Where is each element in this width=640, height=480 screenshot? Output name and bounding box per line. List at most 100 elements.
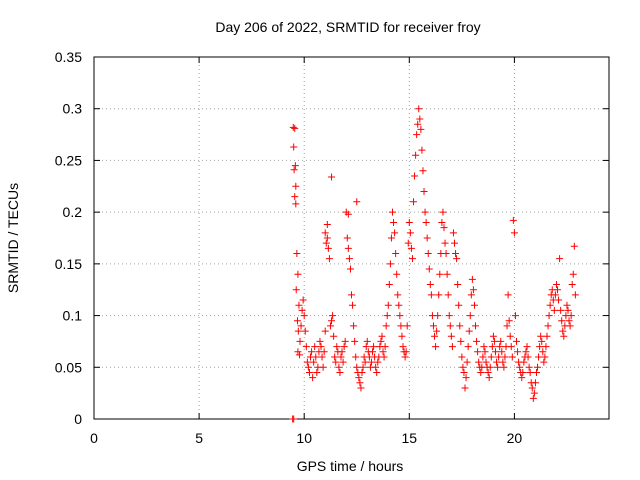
data-point [344,210,352,218]
data-point [291,162,299,170]
x-tick-label: 0 [90,430,98,446]
data-point [384,301,392,309]
data-point [461,384,469,392]
data-point [414,120,422,128]
data-point [472,322,480,330]
data-point [402,348,410,356]
data-point [379,348,387,356]
data-point [525,363,533,371]
data-point [382,322,390,330]
data-point [421,208,429,216]
data-point [391,229,399,237]
y-tick-label: 0.25 [55,152,82,168]
data-point [560,332,568,340]
data-point [487,353,495,361]
data-point [433,327,441,335]
data-point [406,229,414,237]
data-point [571,291,579,299]
data-point [292,286,300,294]
data-point [301,327,309,335]
data-point [522,348,530,356]
data-point [345,255,353,263]
data-point [524,353,532,361]
data-point [374,358,382,366]
data-point [445,312,453,320]
data-point [537,332,545,340]
data-point [482,358,490,366]
data-point [467,291,475,299]
data-point [362,343,370,351]
data-point [294,348,302,356]
data-point [293,317,301,325]
data-point [296,351,304,359]
chart-title: Day 206 of 2022, SRMTID for receiver fro… [215,19,480,35]
data-point [499,358,507,366]
data-point [566,322,574,330]
data-point [324,244,332,252]
data-point [305,368,313,376]
data-point [417,125,425,133]
data-point [363,337,371,345]
data-point [526,368,534,376]
data-point [518,374,526,382]
data-point [346,265,354,273]
data-point [297,322,305,330]
data-point [555,296,563,304]
data-point [386,260,394,268]
data-point [369,348,377,356]
data-point [509,216,517,224]
x-tick-label: 5 [195,430,203,446]
data-point [395,301,403,309]
data-point [550,306,558,314]
data-point [529,394,537,402]
data-point [438,218,446,226]
data-point [449,229,457,237]
data-point [530,389,538,397]
x-tick-label: 20 [507,430,523,446]
data-point [563,301,571,309]
data-point [398,332,406,340]
data-point [322,239,330,247]
data-point [298,306,306,314]
data-point [460,368,468,376]
data-point [558,317,566,325]
data-point [387,234,395,242]
data-point [422,218,430,226]
data-point [325,255,333,263]
data-point [510,229,518,237]
data-point [489,332,497,340]
data-point [493,358,501,366]
data-point [344,244,352,252]
data-point [385,281,393,289]
data-point [295,301,303,309]
data-point [453,255,461,263]
data-point [448,343,456,351]
data-point [378,332,386,340]
data-point [465,327,473,335]
data-point [328,173,336,181]
data-point [412,151,420,159]
y-tick-label: 0.05 [55,359,82,375]
data-point [350,322,358,330]
data-point [528,384,536,392]
data-point [294,270,302,278]
data-point [546,301,554,309]
data-point [367,358,375,366]
data-point [556,255,564,263]
data-point [380,353,388,361]
data-point [540,358,548,366]
data-point [424,250,432,258]
data-point [351,337,359,345]
y-tick-label: 0.3 [63,101,83,117]
data-point [340,343,348,351]
data-point [564,306,572,314]
data-point [486,363,494,371]
data-point [293,250,301,258]
data-point [543,332,551,340]
data-point [292,200,300,208]
data-point [320,348,328,356]
data-point [341,337,349,345]
y-tick-label: 0.15 [55,256,82,272]
x-tick-label: 15 [402,430,418,446]
